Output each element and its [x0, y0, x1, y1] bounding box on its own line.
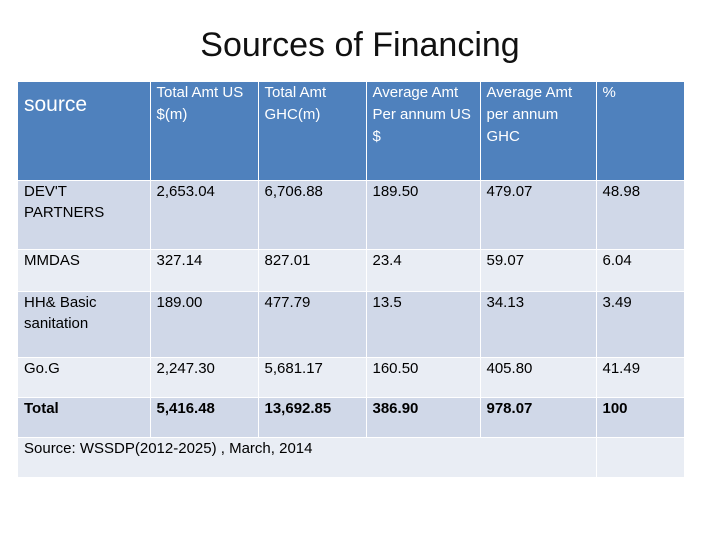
cell-avg-usd: 13.5: [366, 291, 481, 358]
cell-total-ghc: 827.01: [258, 249, 367, 292]
cell-percent: 6.04: [596, 249, 685, 292]
cell-total-usd: 327.14: [150, 249, 259, 292]
header-source: source: [18, 82, 151, 181]
slide-title: Sources of Financing: [200, 26, 520, 64]
cell-total-usd: 189.00: [150, 291, 259, 358]
header-row: source Total Amt US $(m) Total Amt GHC(m…: [18, 82, 685, 181]
financing-table: source Total Amt US $(m) Total Amt GHC(m…: [18, 82, 685, 478]
table-row: Go.G 2,247.30 5,681.17 160.50 405.80 41.…: [18, 357, 685, 398]
table-row: HH& Basic sanitation 189.00 477.79 13.5 …: [18, 291, 685, 358]
cell-total-usd: 2,247.30: [150, 357, 259, 398]
cell-percent: 100: [596, 397, 685, 438]
header-avg-ghc: Average Amt per annum GHC: [480, 82, 597, 181]
cell-avg-ghc: 34.13: [480, 291, 597, 358]
row-source: Total: [18, 397, 151, 438]
header-total-usd: Total Amt US $(m): [150, 82, 259, 181]
table-footer-row: Source: WSSDP(2012-2025) , March, 2014: [18, 437, 685, 478]
cell-avg-usd: 189.50: [366, 180, 481, 250]
cell-avg-usd: 23.4: [366, 249, 481, 292]
cell-total-usd: 2,653.04: [150, 180, 259, 250]
cell-total-ghc: 477.79: [258, 291, 367, 358]
source-note: Source: WSSDP(2012-2025) , March, 2014: [18, 437, 597, 478]
cell-percent: 41.49: [596, 357, 685, 398]
header-avg-usd: Average Amt Per annum US $: [366, 82, 481, 181]
header-total-ghc: Total Amt GHC(m): [258, 82, 367, 181]
table-row: MMDAS 327.14 827.01 23.4 59.07 6.04: [18, 249, 685, 292]
row-source: HH& Basic sanitation: [18, 291, 151, 358]
cell-percent: 3.49: [596, 291, 685, 358]
cell-avg-ghc: 479.07: [480, 180, 597, 250]
cell-total-ghc: 6,706.88: [258, 180, 367, 250]
cell-percent: 48.98: [596, 180, 685, 250]
cell-total-usd: 5,416.48: [150, 397, 259, 438]
row-source: Go.G: [18, 357, 151, 398]
empty-cell: [596, 437, 685, 478]
cell-avg-ghc: 978.07: [480, 397, 597, 438]
cell-avg-usd: 160.50: [366, 357, 481, 398]
table-row: DEV'T PARTNERS 2,653.04 6,706.88 189.50 …: [18, 180, 685, 250]
row-source: MMDAS: [18, 249, 151, 292]
row-source: DEV'T PARTNERS: [18, 180, 151, 250]
cell-avg-usd: 386.90: [366, 397, 481, 438]
cell-total-ghc: 13,692.85: [258, 397, 367, 438]
cell-avg-ghc: 59.07: [480, 249, 597, 292]
table-row-total: Total 5,416.48 13,692.85 386.90 978.07 1…: [18, 397, 685, 438]
header-percent: %: [596, 82, 685, 181]
cell-total-ghc: 5,681.17: [258, 357, 367, 398]
cell-avg-ghc: 405.80: [480, 357, 597, 398]
